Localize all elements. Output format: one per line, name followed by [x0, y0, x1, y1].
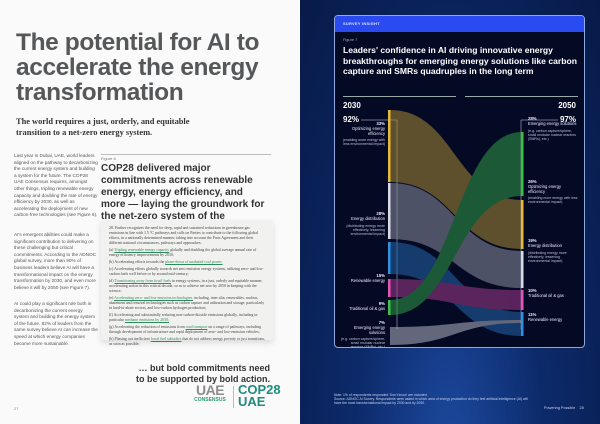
label-2030-renewable: 15% Renewable energy — [350, 273, 385, 283]
body-paragraph-3: AI could play a significant role both in… — [14, 301, 98, 346]
label-2030-distribution: 28% Energy distribution (distributing ener… — [346, 211, 385, 236]
page-title: The potential for AI to accelerate the e… — [16, 29, 260, 106]
page-number-left: 27 — [14, 406, 19, 411]
doc-item: (g) Accelerating the reduction of emissi… — [109, 324, 262, 334]
doc-item: (a) Tripling renewable energy capacity g… — [109, 247, 257, 257]
label-2030-oilgas: 9% Traditional oil & gas — [349, 301, 385, 311]
figure-divider — [101, 154, 271, 155]
uae-consensus-logo: UAE CONSENSUS — [194, 382, 226, 403]
node-2050-oilgas — [521, 290, 524, 310]
node-2050-emerging — [521, 132, 524, 196]
node-2030-emerging — [388, 300, 391, 315]
page-footer-right: Powering Possible 28 — [544, 406, 584, 410]
year-2030: 2030 — [343, 101, 361, 110]
card-header: SURVEY INSIGHT — [335, 16, 584, 32]
node-2050-renewable — [521, 312, 524, 336]
figure-7-title: Leaders' confidence in AI driving innova… — [343, 45, 577, 76]
doc-item: (e) Accelerating zero- and low-emission … — [109, 295, 265, 310]
doc-item: (c) Accelerating efforts globally toward… — [109, 266, 264, 276]
divider-2030 — [343, 96, 456, 97]
doc-item: 28. Further recognizes the need for deep… — [109, 226, 259, 245]
label-2050-distribution: 19% Energy distribution (distributing ener… — [528, 238, 567, 263]
total-2050: 97% — [559, 115, 576, 124]
closing-statement: … but bold commitments need to be suppor… — [136, 363, 270, 384]
cop28-document-excerpt: 28. Further recognizes the need for deep… — [101, 220, 273, 346]
doc-item: (h) Phasing out inefficient fossil fuel … — [109, 336, 265, 346]
label-2050-efficiency: 26% Optimizing energy efficiency (enabling… — [528, 179, 578, 205]
cop28-logo: COP28 UAE — [238, 382, 281, 409]
left-page: The potential for AI to accelerate the e… — [14, 29, 281, 411]
label-2050-emerging: 28% Emerging energy solutions (e.g. carbon… — [528, 116, 577, 141]
label-2050-oilgas: 10% Traditional oil & gas — [528, 288, 564, 298]
node-2030-efficiency — [388, 110, 391, 182]
figure-6-label: Figure 6 — [101, 156, 116, 161]
label-2030-emerging: 7% Emerging energy solutions (e.g. carbon … — [341, 320, 385, 348]
node-2030-renewable — [388, 242, 391, 274]
label-2050-renewable: 11% Renewable energy — [528, 312, 563, 322]
survey-insight-card: SURVEY INSIGHT Figure 7 Leaders' confide… — [334, 15, 585, 348]
page-subtitle: The world requires a just, orderly, and … — [16, 117, 190, 137]
node-2030-distribution — [388, 183, 391, 239]
body-paragraph-2: AI's emergent abilities could make a sig… — [14, 232, 97, 290]
doc-item: (b) Accelerating efforts towards the pha… — [109, 259, 223, 264]
doc-item: (d) Transitioning away from fossil fuels… — [109, 278, 263, 293]
label-2030-efficiency: 33% Optimizing energy efficiency (enabling… — [342, 121, 385, 147]
sankey-chart — [361, 110, 558, 345]
year-2050: 2050 — [558, 101, 576, 110]
chart-note: Note: 1% of respondents responded 'Don't… — [334, 393, 528, 406]
divider-2050 — [465, 96, 578, 97]
node-2050-distribution — [521, 251, 524, 288]
doc-item: (f) Accelerating and substantially reduc… — [109, 312, 258, 322]
node-2050-efficiency — [521, 200, 524, 249]
node-2030-oilgas — [388, 279, 391, 297]
figure-7-label: Figure 7 — [343, 37, 358, 42]
body-paragraph-1: Last year in Dubai, UAE, world leaders a… — [14, 153, 98, 218]
logo-divider — [233, 386, 234, 408]
total-2030: 92% — [343, 115, 360, 124]
